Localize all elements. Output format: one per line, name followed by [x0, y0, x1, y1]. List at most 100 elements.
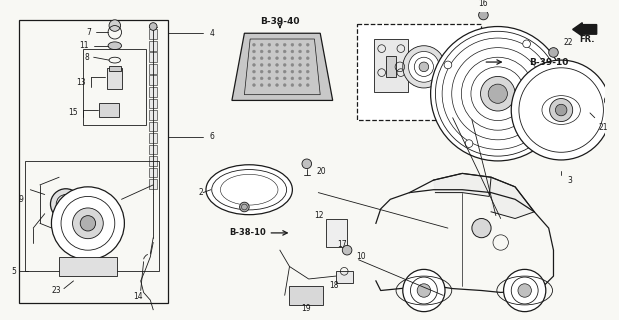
Polygon shape: [433, 173, 491, 196]
Circle shape: [291, 70, 294, 73]
Circle shape: [465, 140, 473, 148]
Circle shape: [306, 84, 309, 86]
Circle shape: [260, 70, 263, 73]
Bar: [149, 64, 157, 74]
Circle shape: [302, 159, 311, 169]
Circle shape: [306, 43, 309, 46]
Circle shape: [275, 84, 279, 86]
Text: 10: 10: [357, 252, 366, 261]
Bar: [374, 39, 407, 92]
Circle shape: [51, 187, 124, 260]
Text: 23: 23: [51, 286, 61, 295]
Bar: [100, 103, 119, 117]
Bar: [290, 286, 323, 305]
Circle shape: [409, 52, 439, 82]
Circle shape: [260, 57, 263, 60]
Bar: [149, 122, 157, 131]
Text: 5: 5: [11, 267, 16, 276]
Circle shape: [253, 70, 256, 73]
Circle shape: [431, 27, 565, 161]
Text: 11: 11: [79, 41, 89, 50]
Ellipse shape: [108, 42, 121, 50]
Circle shape: [284, 77, 286, 80]
Text: 8: 8: [84, 53, 89, 62]
Ellipse shape: [206, 165, 292, 215]
Circle shape: [342, 245, 352, 255]
Text: B-39-40: B-39-40: [260, 17, 300, 26]
Text: B-39-10: B-39-10: [529, 58, 569, 67]
Circle shape: [298, 57, 301, 60]
Text: 17: 17: [337, 240, 347, 249]
Circle shape: [291, 50, 294, 53]
Circle shape: [268, 70, 271, 73]
Circle shape: [253, 63, 256, 66]
Bar: [335, 271, 353, 283]
Circle shape: [298, 63, 301, 66]
Bar: [109, 66, 121, 71]
Bar: [83, 49, 145, 125]
Circle shape: [253, 43, 256, 46]
Text: 18: 18: [329, 281, 339, 290]
Text: 7: 7: [86, 28, 91, 37]
Circle shape: [72, 208, 103, 239]
Bar: [25, 161, 159, 271]
Circle shape: [149, 23, 157, 30]
Circle shape: [523, 40, 530, 48]
Circle shape: [298, 50, 301, 53]
Circle shape: [306, 50, 309, 53]
Bar: [149, 156, 157, 166]
Text: 19: 19: [301, 304, 311, 313]
Bar: [149, 52, 157, 62]
Text: 4: 4: [210, 29, 215, 38]
Circle shape: [518, 284, 531, 297]
Circle shape: [488, 84, 508, 103]
Text: 6: 6: [210, 132, 215, 141]
Circle shape: [284, 63, 286, 66]
Bar: [386, 56, 396, 77]
Circle shape: [260, 43, 263, 46]
Circle shape: [403, 269, 445, 312]
Circle shape: [253, 77, 256, 80]
Circle shape: [268, 84, 271, 86]
Text: B-38-10: B-38-10: [229, 228, 266, 237]
Circle shape: [472, 219, 491, 238]
Bar: [149, 179, 157, 189]
Text: FR.: FR.: [579, 35, 595, 44]
Bar: [149, 168, 157, 177]
Circle shape: [253, 84, 256, 86]
Circle shape: [306, 63, 309, 66]
Circle shape: [275, 57, 279, 60]
Circle shape: [284, 50, 286, 53]
Text: 14: 14: [133, 292, 142, 301]
Bar: [149, 29, 157, 39]
Circle shape: [306, 57, 309, 60]
Text: 20: 20: [316, 167, 326, 176]
Text: 15: 15: [69, 108, 79, 117]
Circle shape: [298, 77, 301, 80]
Circle shape: [298, 84, 301, 86]
Text: 21: 21: [599, 123, 608, 132]
Bar: [149, 133, 157, 143]
Circle shape: [260, 77, 263, 80]
Bar: [19, 20, 168, 303]
Circle shape: [275, 70, 279, 73]
Circle shape: [275, 63, 279, 66]
Circle shape: [298, 70, 301, 73]
Circle shape: [504, 269, 546, 312]
FancyArrow shape: [573, 23, 597, 36]
Circle shape: [291, 77, 294, 80]
Bar: [149, 99, 157, 108]
Circle shape: [109, 20, 121, 31]
Text: 22: 22: [563, 38, 573, 47]
Circle shape: [51, 189, 81, 220]
Circle shape: [240, 202, 249, 212]
Circle shape: [268, 57, 271, 60]
Circle shape: [268, 50, 271, 53]
Bar: [149, 41, 157, 51]
Bar: [149, 145, 157, 154]
Circle shape: [284, 70, 286, 73]
Polygon shape: [491, 177, 534, 219]
Circle shape: [548, 48, 558, 57]
Circle shape: [268, 43, 271, 46]
Circle shape: [419, 62, 429, 72]
